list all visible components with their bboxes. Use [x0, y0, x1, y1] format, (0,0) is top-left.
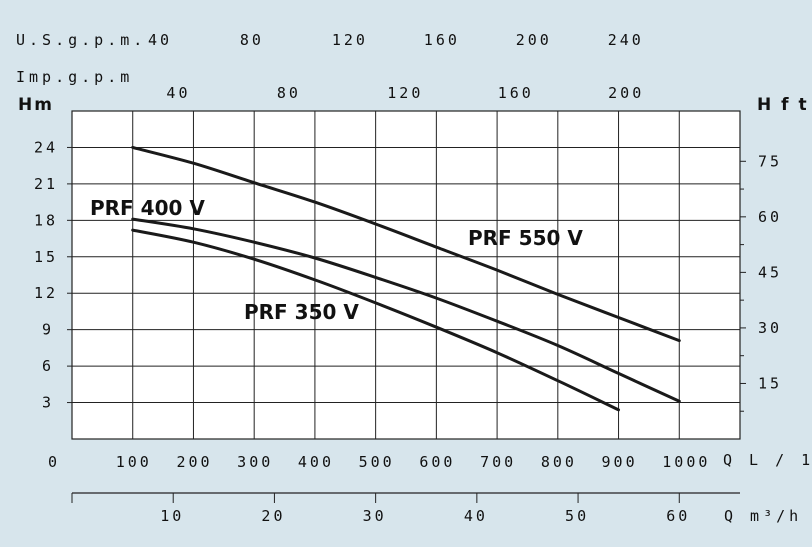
lmin-tick-label: 400 [298, 453, 334, 471]
imp-gpm-tick-label: 40 [166, 84, 190, 102]
imp-gpm-axis-label: Imp.g.p.m [16, 68, 133, 86]
series-line-prf-350-v [131, 228, 620, 412]
left-tick-label: 18 [34, 211, 58, 229]
us-gpm-axis-label: U.S.g.p.m. [16, 31, 146, 49]
bottom-lmin-axis-label: Q L / 1' [723, 451, 812, 469]
left-tick-label: 9 [42, 321, 54, 339]
lmin-tick-label: 1000 [662, 453, 710, 471]
left-tick-label: 3 [42, 394, 54, 412]
imp-gpm-tick-label: 160 [498, 84, 534, 102]
lmin-tick-label: 500 [359, 453, 395, 471]
lmin-tick-label: 300 [237, 453, 273, 471]
lmin-tick-label: 200 [176, 453, 212, 471]
lmin-tick-label: 900 [602, 453, 638, 471]
lmin-tick-label: 100 [116, 453, 152, 471]
imp-gpm-tick-label: 120 [387, 84, 423, 102]
series-label-prf-550-v: PRF 550 V [468, 226, 583, 250]
m3h-tick-label: 50 [565, 507, 589, 525]
right-tick-label: 45 [758, 263, 782, 281]
series-label-prf-400-v: PRF 400 V [90, 196, 205, 220]
right-tick-label: 30 [758, 319, 782, 337]
lmin-tick-label: 600 [419, 453, 455, 471]
tick-labels: 0 100 200 300 400 500 600 700 800 900 1000 24 21 18 15… [34, 31, 782, 525]
right-tick-label: 15 [758, 374, 782, 392]
series-line-prf-550-v [131, 145, 681, 343]
plot-area [71, 110, 741, 440]
m3h-axis-tickmarks [71, 493, 680, 503]
m3h-tick-label: 10 [160, 507, 184, 525]
bottom-m3h-axis-label: Q m³/h [724, 507, 802, 525]
right-axis-label: H f t [757, 95, 809, 115]
us-gpm-tick-label: 80 [240, 31, 264, 49]
left-tick-label: 21 [34, 175, 58, 193]
left-tick-label: 15 [34, 248, 58, 266]
grid [67, 111, 746, 439]
us-gpm-tick-label: 40 [148, 31, 172, 49]
right-tick-label: 60 [758, 208, 782, 226]
left-tick-label: 24 [34, 138, 58, 156]
right-tick-label: 75 [758, 152, 782, 170]
us-gpm-tick-label: 120 [332, 31, 368, 49]
imp-gpm-tick-label: 80 [277, 84, 301, 102]
left-tick-label: 12 [34, 284, 58, 302]
imp-gpm-tick-label: 200 [608, 84, 644, 102]
series-line-prf-400-v [131, 217, 681, 403]
series-label-prf-350-v: PRF 350 V [244, 300, 359, 324]
curves [131, 145, 681, 412]
m3h-tick-label: 60 [666, 507, 690, 525]
left-tick-label: 6 [42, 357, 54, 375]
left-axis-label: Hm [18, 95, 54, 115]
m3h-tick-label: 40 [464, 507, 488, 525]
us-gpm-tick-label: 240 [608, 31, 644, 49]
us-gpm-tick-label: 160 [424, 31, 460, 49]
lmin-tick-label: 800 [541, 453, 577, 471]
lmin-tick-label: 700 [480, 453, 516, 471]
lmin-tick-label: 0 [48, 453, 60, 471]
us-gpm-tick-label: 200 [516, 31, 552, 49]
m3h-tick-label: 20 [261, 507, 285, 525]
m3h-tick-label: 30 [363, 507, 387, 525]
